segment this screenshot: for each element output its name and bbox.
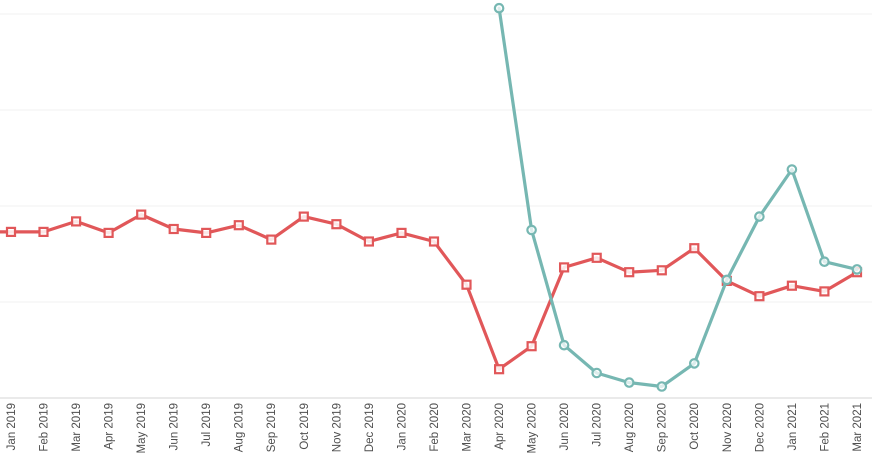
x-axis-label: Apr 2020: [494, 403, 506, 450]
x-axis-label: Jul 2020: [592, 403, 604, 446]
red-series-line: [0, 213, 859, 371]
x-axis-label: Aug 2019: [234, 403, 246, 452]
red-series-data-point-marker[interactable]: [103, 227, 114, 238]
red-series-data-point-marker[interactable]: [5, 226, 17, 237]
x-axis-label: Apr 2019: [104, 403, 116, 450]
teal-series-data-point-marker[interactable]: [591, 367, 602, 379]
red-series-data-point-marker[interactable]: [624, 267, 635, 278]
teal-series: [493, 2, 863, 392]
red-series-data-point-marker[interactable]: [494, 364, 505, 375]
red-series-data-point-marker[interactable]: [201, 227, 212, 238]
x-axis-label: Jan 2021: [787, 403, 799, 450]
x-axis-label: Dec 2019: [364, 403, 376, 452]
red-series-data-point-marker[interactable]: [363, 236, 374, 247]
x-axis-label: Nov 2019: [331, 403, 343, 452]
teal-series-line: [497, 6, 859, 389]
red-series-data-point-marker[interactable]: [168, 223, 179, 235]
x-axis-label: Nov 2020: [722, 403, 734, 452]
red-series-data-point-marker[interactable]: [786, 280, 798, 291]
x-axis-label: Dec 2020: [754, 403, 766, 452]
x-axis-label: Sep 2020: [657, 403, 669, 452]
teal-series-data-point-marker[interactable]: [623, 377, 635, 388]
red-series-data-point-marker[interactable]: [526, 341, 537, 352]
red-series-data-point-marker[interactable]: [558, 262, 570, 273]
x-axis-label: Aug 2020: [624, 403, 636, 452]
x-axis-labels: Jan 2019 Feb 2019 Mar 2019 Apr 2019 May 2019…: [6, 403, 864, 454]
teal-series-data-point-marker[interactable]: [558, 339, 570, 351]
red-series-data-point-marker[interactable]: [136, 209, 147, 220]
teal-series-data-point-marker[interactable]: [493, 2, 505, 14]
x-axis-label: May 2020: [527, 403, 539, 454]
x-axis-label: Feb 2020: [429, 403, 441, 452]
teal-series-data-point-marker[interactable]: [754, 211, 765, 222]
teal-series-data-point-marker[interactable]: [851, 264, 863, 275]
red-series-data-point-marker[interactable]: [396, 227, 407, 238]
red-series-data-point-marker[interactable]: [233, 220, 244, 231]
x-axis-label: Jul 2019: [201, 403, 213, 446]
x-axis-label: Mar 2020: [461, 403, 473, 452]
x-axis-label: Jan 2020: [396, 403, 408, 450]
red-series-data-point-marker[interactable]: [298, 211, 309, 222]
red-series-data-point-marker[interactable]: [38, 226, 49, 237]
red-series-data-point-marker[interactable]: [819, 286, 830, 297]
red-series-data-point-marker[interactable]: [70, 216, 82, 227]
red-series-data-point-marker[interactable]: [591, 252, 602, 263]
teal-series-data-point-marker[interactable]: [656, 381, 668, 392]
x-axis-label: Mar 2021: [852, 403, 864, 452]
x-axis-label: Oct 2020: [689, 403, 701, 450]
x-axis-label: May 2019: [136, 403, 148, 454]
red-series-data-point-marker[interactable]: [266, 234, 277, 245]
teal-series-data-point-marker[interactable]: [688, 358, 700, 369]
x-axis-label: Feb 2021: [819, 403, 831, 452]
red-series-data-point-marker[interactable]: [428, 236, 440, 247]
red-series-data-point-marker[interactable]: [754, 291, 765, 302]
teal-series-data-point-marker[interactable]: [721, 274, 733, 286]
x-axis-label: Jan 2019: [6, 403, 18, 450]
red-series-data-point-marker[interactable]: [689, 243, 700, 254]
teal-series-data-point-marker[interactable]: [819, 256, 830, 267]
red-series-data-point-marker[interactable]: [331, 219, 342, 230]
red-series-data-point-marker[interactable]: [656, 265, 667, 276]
teal-series-data-point-marker[interactable]: [786, 164, 798, 175]
gridlines: [0, 13, 872, 303]
x-axis-label: Jun 2020: [559, 403, 571, 450]
x-axis-label: Mar 2019: [71, 403, 83, 452]
x-axis-label: Feb 2019: [38, 403, 50, 452]
x-axis-label: Jun 2019: [169, 403, 181, 450]
red-series-data-point-marker[interactable]: [461, 279, 472, 290]
x-axis-label: Sep 2019: [266, 403, 278, 452]
x-axis-label: Oct 2019: [299, 403, 311, 450]
teal-series-data-point-marker[interactable]: [526, 224, 537, 236]
red-series: [0, 209, 863, 375]
